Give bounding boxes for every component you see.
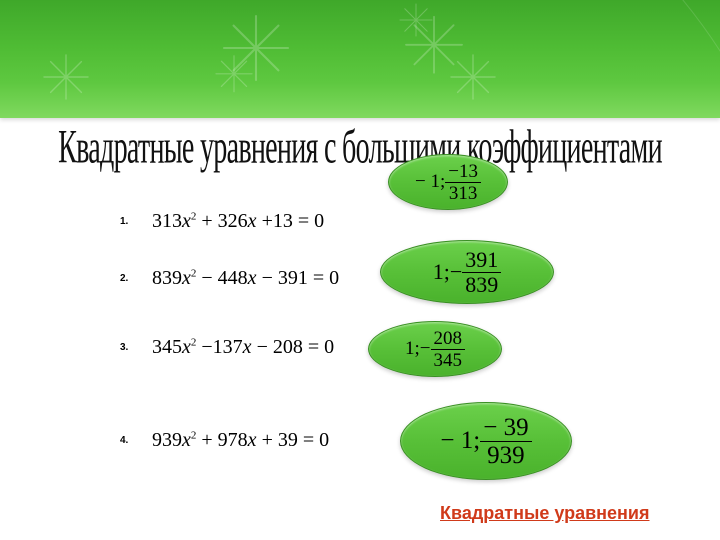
- answer-pill-4: − 1; − 39 939: [400, 402, 572, 480]
- item-number: 1.: [120, 216, 134, 227]
- equation-row-4: 4. 939x2 + 978x + 39 = 0: [120, 429, 329, 452]
- answer-pill-3: 1;− 208 345: [368, 321, 502, 377]
- equation-row-1: 1. 313x2 + 326x +13 = 0: [120, 210, 324, 233]
- item-number: 3.: [120, 342, 134, 353]
- equation-text: 939x2 + 978x + 39 = 0: [152, 429, 329, 452]
- answer-text: − 1; − 39 939: [440, 415, 531, 468]
- equation-row-2: 2. 839x2 − 448x − 391 = 0: [120, 267, 339, 290]
- quadratic-equations-link[interactable]: Квадратные уравнения: [440, 503, 650, 524]
- answer-text: − 1; −13 313: [415, 162, 481, 203]
- answer-text: 1;− 391 839: [433, 249, 502, 296]
- answer-text: 1;− 208 345: [405, 329, 465, 370]
- page-title: Квадратные уравнения с большими коэффици…: [58, 120, 662, 175]
- answer-pill-1: − 1; −13 313: [388, 154, 508, 210]
- item-number: 4.: [120, 435, 134, 446]
- equation-text: 313x2 + 326x +13 = 0: [152, 210, 324, 233]
- item-number: 2.: [120, 273, 134, 284]
- header-background: [0, 0, 720, 118]
- answer-pill-2: 1;− 391 839: [380, 240, 554, 304]
- equation-text: 345x2 −137x − 208 = 0: [152, 336, 334, 359]
- equation-text: 839x2 − 448x − 391 = 0: [152, 267, 339, 290]
- equation-row-3: 3. 345x2 −137x − 208 = 0: [120, 336, 334, 359]
